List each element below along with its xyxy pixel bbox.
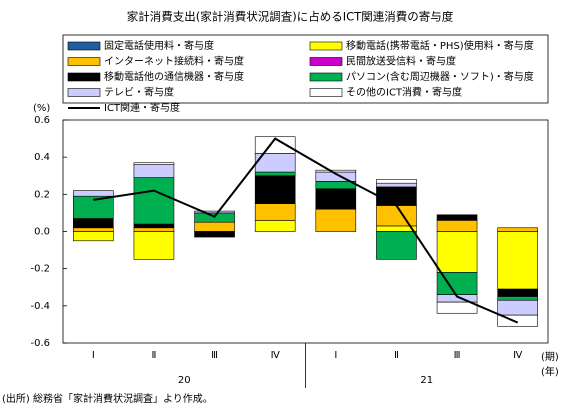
legend-swatch (67, 41, 101, 51)
line-series (93, 137, 519, 324)
legend-swatch (67, 57, 101, 66)
legend-swatch (67, 72, 101, 82)
bar-segment (315, 188, 357, 210)
legend-swatch (309, 41, 343, 51)
bar-segment (254, 171, 296, 177)
x-tick-label: Ⅰ (334, 350, 337, 361)
bar-segment (254, 136, 296, 154)
x-tick-label: Ⅱ (394, 350, 399, 361)
x-tick-label: Ⅳ (271, 350, 281, 361)
legend-label: インターネット接続料・寄与度 (104, 55, 244, 68)
bar-segment (436, 220, 478, 232)
bar-segment (194, 231, 235, 238)
legend-label: 固定電話使用料・寄与度 (104, 39, 214, 52)
bar-segment (254, 175, 296, 204)
bar-segment (497, 288, 538, 297)
bar-segment (315, 169, 357, 173)
legend-label: パソコン(含む周辺機器・ソフト)・寄与度 (346, 70, 534, 83)
bar-segment (376, 231, 417, 260)
bar-segment (194, 221, 235, 232)
bar-segment (254, 203, 296, 221)
y-tick-label: 0.2 (34, 189, 50, 200)
legend-swatch (309, 88, 343, 97)
legend-swatch (309, 72, 343, 82)
x-tick-label: Ⅱ (151, 350, 156, 361)
chart-title: 家計消費支出(家計消費状況調査)に占めるICT関連消費の寄与度 (127, 10, 454, 24)
bar-segment (73, 231, 114, 242)
bar-segment (315, 208, 357, 232)
legend-swatch (309, 57, 343, 66)
x-tick-label: Ⅰ (92, 350, 95, 361)
y-tick-label: -0.4 (30, 301, 50, 312)
bar-segment (73, 218, 114, 229)
bar-segment (133, 164, 175, 178)
bar-segment (133, 162, 175, 165)
y-tick-label: -0.2 (30, 264, 50, 275)
bar-segment (436, 301, 478, 314)
x-tick-label: Ⅲ (454, 350, 461, 361)
bar-segment (497, 299, 538, 316)
year-label: 21 (420, 375, 433, 386)
year-unit: (年) (541, 365, 559, 378)
y-tick-label: 0.0 (34, 227, 50, 238)
y-tick-label: 0.6 (34, 115, 50, 126)
bar-segment (73, 227, 114, 232)
bar-segment (376, 186, 417, 206)
legend-swatch (67, 88, 101, 97)
bar-segment (497, 227, 538, 232)
y-tick-label: 0.4 (34, 152, 50, 163)
y-axis-label: (%) (33, 103, 50, 114)
bar-segment (133, 227, 175, 232)
bar-segment (315, 181, 357, 190)
legend-label: ICT関連・寄与度 (104, 101, 180, 114)
bar-segment (73, 190, 114, 197)
bar-segment (497, 296, 538, 301)
bar-segment (497, 231, 538, 290)
bar-segment (133, 223, 175, 229)
x-tick-label: Ⅳ (513, 350, 523, 361)
bar-segment (376, 179, 417, 184)
legend-label: 民間放送受信料・寄与度 (346, 55, 456, 68)
bar-segment (497, 314, 538, 327)
year-label: 20 (178, 375, 191, 386)
bar-segment (133, 231, 175, 260)
bar-segment (254, 220, 296, 232)
x-tick-label: Ⅲ (211, 350, 218, 361)
source-note: (出所) 総務省「家計消費状況調査」より作成。 (2, 392, 213, 405)
bar-segment (376, 182, 417, 188)
period-unit: (期) (541, 351, 559, 363)
bar-segment (436, 214, 478, 221)
bar-segment (133, 177, 175, 225)
bar-segment (194, 210, 235, 214)
y-tick-label: -0.6 (30, 338, 50, 349)
bar-segment (376, 205, 417, 227)
legend-label: テレビ・寄与度 (104, 86, 174, 99)
legend-label: 移動電話他の通信機器・寄与度 (104, 70, 244, 83)
legend-label: 移動電話(携帯電話・PHS)使用料・寄与度 (346, 39, 534, 52)
bar-segment (436, 231, 478, 273)
legend-label: その他のICT消費・寄与度 (346, 86, 462, 99)
legend-box (62, 34, 549, 104)
